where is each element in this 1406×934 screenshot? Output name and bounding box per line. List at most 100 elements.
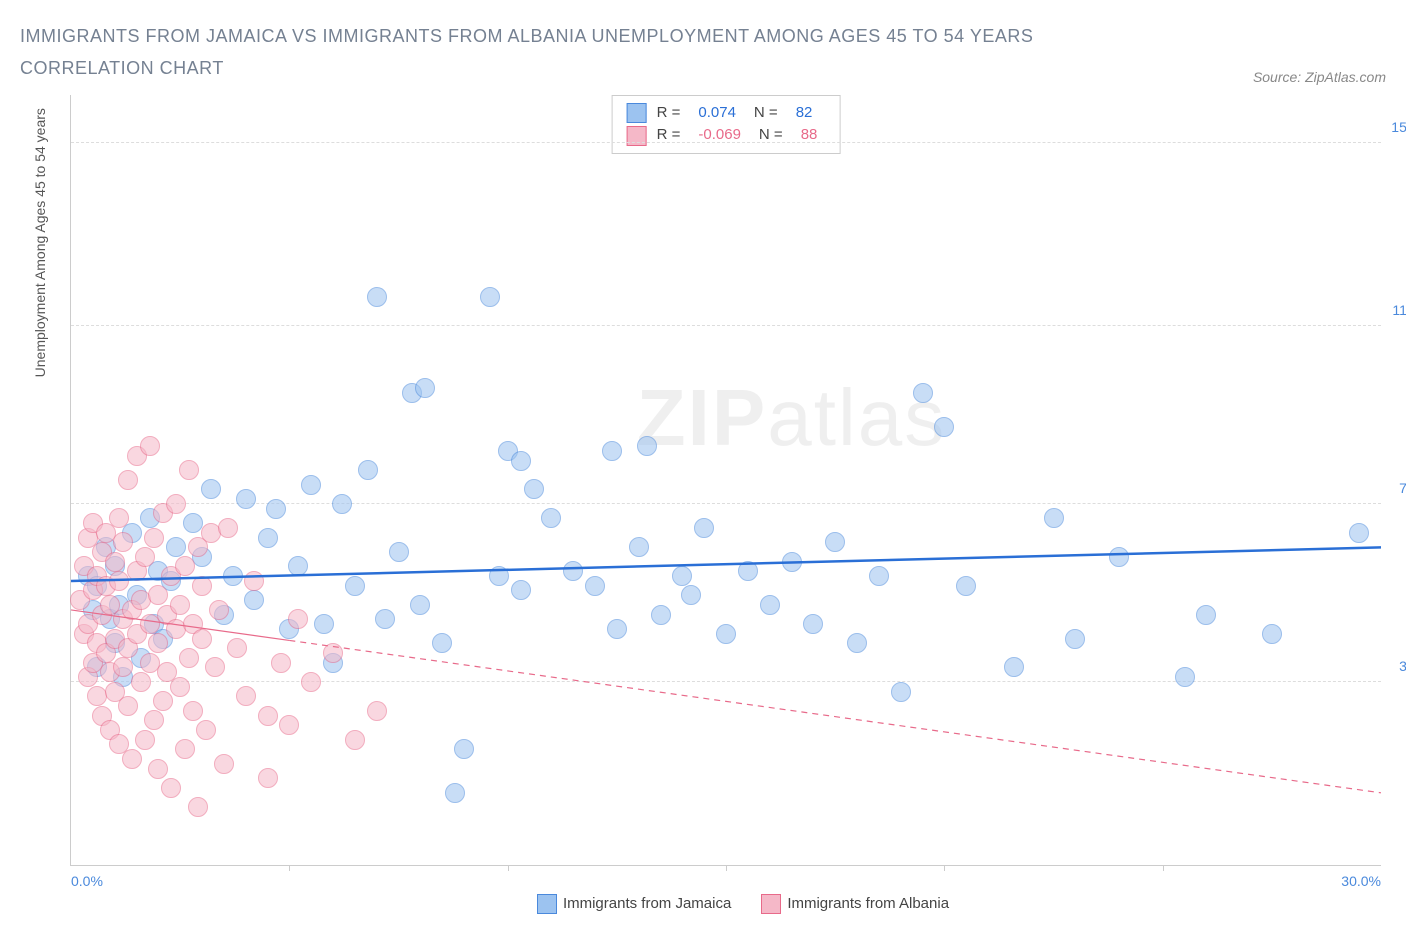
data-point: [782, 552, 802, 572]
y-tick-label: 11.2%: [1392, 302, 1406, 318]
data-point: [236, 686, 256, 706]
data-point: [144, 710, 164, 730]
data-point: [205, 657, 225, 677]
data-point: [637, 436, 657, 456]
data-point: [140, 436, 160, 456]
r-value: -0.069: [698, 124, 741, 147]
data-point: [803, 614, 823, 634]
watermark: ZIPatlas: [637, 372, 946, 464]
data-point: [166, 494, 186, 514]
x-tick: [508, 865, 509, 871]
data-point: [913, 383, 933, 403]
data-point: [148, 633, 168, 653]
data-point: [445, 783, 465, 803]
data-point: [271, 653, 291, 673]
data-point: [170, 595, 190, 615]
data-point: [454, 739, 474, 759]
data-point: [524, 479, 544, 499]
data-point: [651, 605, 671, 625]
data-point: [563, 561, 583, 581]
data-point: [345, 576, 365, 596]
data-point: [934, 417, 954, 437]
data-point: [258, 706, 278, 726]
y-tick-label: 7.5%: [1399, 480, 1406, 496]
data-point: [218, 518, 238, 538]
data-point: [760, 595, 780, 615]
legend-row: R =0.074N =82: [627, 102, 826, 125]
data-point: [345, 730, 365, 750]
data-point: [1044, 508, 1064, 528]
data-point: [323, 643, 343, 663]
data-point: [258, 768, 278, 788]
chart-source: Source: ZipAtlas.com: [1253, 69, 1386, 85]
data-point: [629, 537, 649, 557]
chart-area: Unemployment Among Ages 45 to 54 years Z…: [70, 95, 1386, 914]
data-point: [196, 720, 216, 740]
data-point: [109, 508, 129, 528]
data-point: [209, 600, 229, 620]
data-point: [480, 287, 500, 307]
data-point: [716, 624, 736, 644]
data-point: [602, 441, 622, 461]
data-point: [192, 629, 212, 649]
data-point: [175, 556, 195, 576]
data-point: [301, 475, 321, 495]
data-point: [244, 590, 264, 610]
data-point: [179, 460, 199, 480]
gridline: [71, 325, 1381, 326]
data-point: [415, 378, 435, 398]
data-point: [244, 571, 264, 591]
data-point: [288, 609, 308, 629]
data-point: [236, 489, 256, 509]
data-point: [144, 528, 164, 548]
data-point: [258, 528, 278, 548]
data-point: [869, 566, 889, 586]
data-point: [1262, 624, 1282, 644]
x-tick: [726, 865, 727, 871]
data-point: [891, 682, 911, 702]
data-point: [738, 561, 758, 581]
series-legend: Immigrants from JamaicaImmigrants from A…: [70, 894, 1386, 914]
x-tick: [289, 865, 290, 871]
legend-row: R =-0.069N =88: [627, 124, 826, 147]
data-point: [135, 547, 155, 567]
data-point: [367, 701, 387, 721]
data-point: [161, 778, 181, 798]
data-point: [105, 552, 125, 572]
data-point: [607, 619, 627, 639]
x-tick: [944, 865, 945, 871]
data-point: [375, 609, 395, 629]
data-point: [148, 585, 168, 605]
data-point: [118, 696, 138, 716]
data-point: [541, 508, 561, 528]
data-point: [1109, 547, 1129, 567]
series-label: Immigrants from Albania: [787, 895, 949, 912]
data-point: [131, 672, 151, 692]
data-point: [1196, 605, 1216, 625]
series-swatch: [761, 894, 781, 914]
data-point: [223, 566, 243, 586]
data-point: [847, 633, 867, 653]
data-point: [1175, 667, 1195, 687]
data-point: [389, 542, 409, 562]
data-point: [301, 672, 321, 692]
data-point: [135, 730, 155, 750]
data-point: [489, 566, 509, 586]
data-point: [1004, 657, 1024, 677]
data-point: [279, 715, 299, 735]
data-point: [227, 638, 247, 658]
data-point: [179, 648, 199, 668]
r-label: R =: [657, 124, 681, 147]
data-point: [1065, 629, 1085, 649]
data-point: [410, 595, 430, 615]
data-point: [201, 479, 221, 499]
r-value: 0.074: [698, 102, 736, 125]
data-point: [681, 585, 701, 605]
data-point: [122, 749, 142, 769]
data-point: [825, 532, 845, 552]
data-point: [956, 576, 976, 596]
data-point: [314, 614, 334, 634]
data-point: [367, 287, 387, 307]
data-point: [432, 633, 452, 653]
data-point: [511, 580, 531, 600]
